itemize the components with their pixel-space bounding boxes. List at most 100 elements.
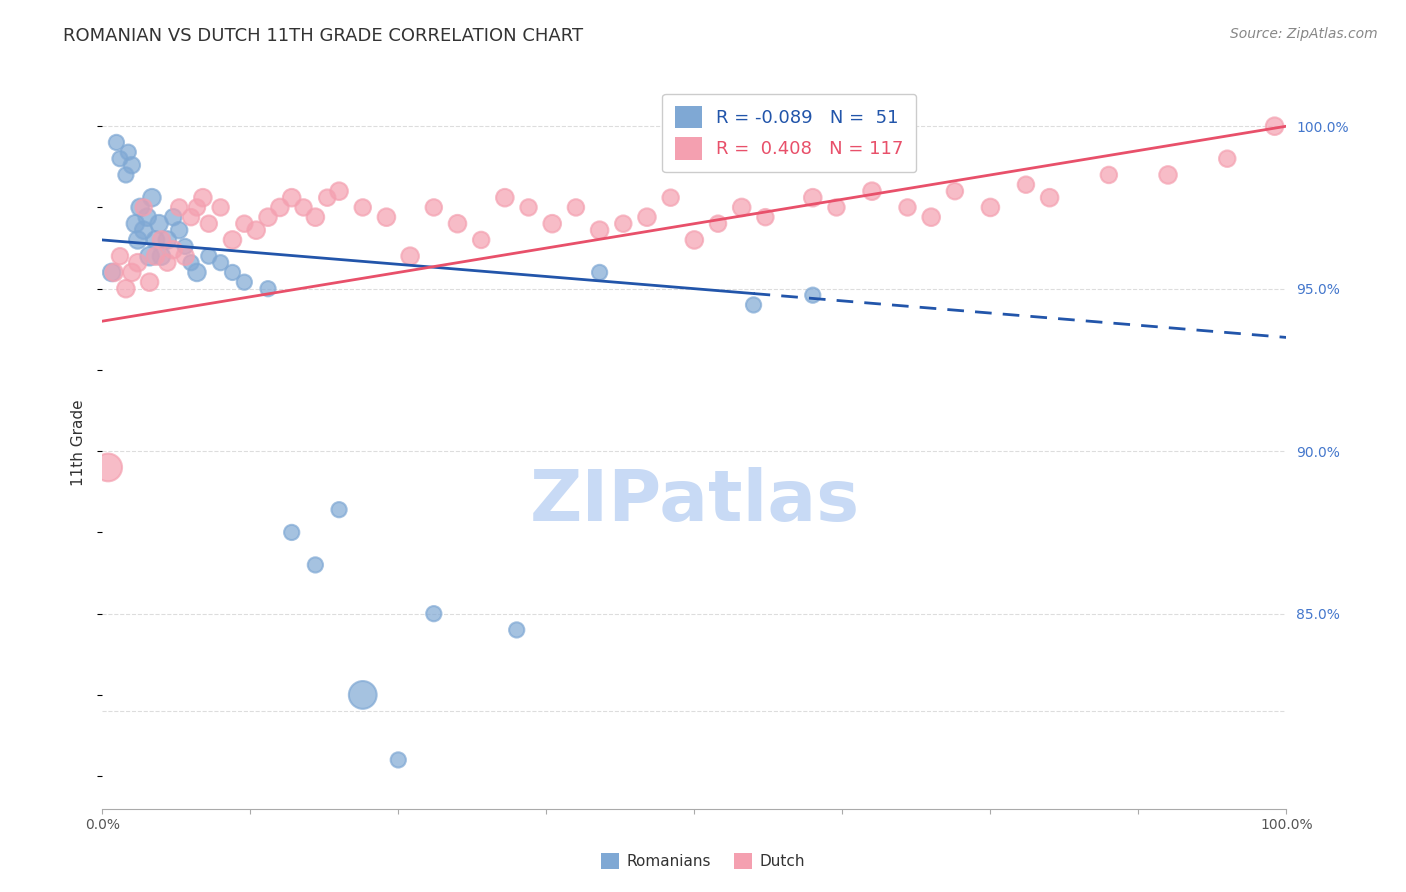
Point: [105, 136, 128, 150]
Point: [943, 184, 966, 198]
Point: [138, 249, 160, 263]
Point: [100, 265, 122, 279]
Point: [138, 275, 160, 289]
Point: [269, 201, 291, 215]
Point: [233, 275, 256, 289]
Point: [121, 265, 143, 279]
Point: [423, 607, 446, 621]
Point: [186, 201, 208, 215]
Point: [387, 753, 409, 767]
Point: [132, 223, 155, 237]
Point: [167, 201, 190, 215]
Point: [328, 502, 350, 516]
Point: [233, 217, 256, 231]
Text: ZIPatlas: ZIPatlas: [529, 467, 859, 536]
Point: [245, 223, 267, 237]
Point: [742, 298, 765, 312]
Point: [257, 210, 280, 224]
Point: [1015, 178, 1038, 192]
Point: [198, 217, 221, 231]
Point: [257, 282, 280, 296]
Point: [541, 217, 564, 231]
Point: [446, 217, 468, 231]
Point: [565, 201, 588, 215]
Point: [636, 210, 658, 224]
Point: [1216, 152, 1239, 166]
Point: [280, 191, 302, 205]
Text: Source: ZipAtlas.com: Source: ZipAtlas.com: [1230, 27, 1378, 41]
Y-axis label: 11th Grade: 11th Grade: [72, 400, 86, 486]
Point: [221, 233, 243, 247]
Point: [423, 201, 446, 215]
Point: [979, 201, 1001, 215]
Point: [659, 191, 682, 205]
Point: [132, 201, 155, 215]
Text: ROMANIAN VS DUTCH 11TH GRADE CORRELATION CHART: ROMANIAN VS DUTCH 11TH GRADE CORRELATION…: [63, 27, 583, 45]
Point: [825, 201, 848, 215]
Point: [145, 233, 167, 247]
Point: [117, 145, 139, 160]
Point: [108, 249, 131, 263]
Point: [1264, 119, 1286, 133]
Point: [108, 152, 131, 166]
Point: [707, 217, 730, 231]
Point: [127, 255, 149, 269]
Point: [399, 249, 422, 263]
Point: [121, 158, 143, 172]
Point: [470, 233, 492, 247]
Point: [754, 210, 776, 224]
Point: [896, 201, 918, 215]
Point: [731, 201, 754, 215]
Point: [612, 217, 634, 231]
Point: [129, 201, 152, 215]
Point: [186, 265, 208, 279]
Point: [150, 249, 173, 263]
Point: [375, 210, 398, 224]
Point: [174, 239, 197, 253]
Point: [136, 210, 159, 224]
Point: [1039, 191, 1062, 205]
Point: [352, 201, 374, 215]
Point: [180, 255, 202, 269]
Point: [494, 191, 516, 205]
Point: [588, 265, 610, 279]
Point: [316, 191, 339, 205]
Point: [801, 191, 824, 205]
Point: [505, 623, 527, 637]
Point: [148, 217, 170, 231]
Point: [517, 201, 540, 215]
Point: [103, 265, 125, 279]
Point: [221, 265, 243, 279]
Point: [97, 460, 120, 475]
Point: [156, 233, 179, 247]
Point: [180, 210, 202, 224]
Point: [191, 191, 214, 205]
Point: [156, 255, 179, 269]
Point: [292, 201, 315, 215]
Point: [198, 249, 221, 263]
Point: [683, 233, 706, 247]
Point: [588, 223, 610, 237]
Point: [115, 282, 138, 296]
Point: [860, 184, 883, 198]
Point: [209, 255, 232, 269]
Point: [174, 249, 197, 263]
Point: [124, 217, 146, 231]
Point: [127, 233, 149, 247]
Point: [167, 223, 190, 237]
Point: [209, 201, 232, 215]
Point: [920, 210, 942, 224]
Point: [145, 249, 167, 263]
Point: [304, 558, 326, 572]
Point: [328, 184, 350, 198]
Legend: Romanians, Dutch: Romanians, Dutch: [595, 847, 811, 875]
Point: [141, 191, 163, 205]
Point: [304, 210, 326, 224]
Point: [162, 210, 184, 224]
Point: [280, 525, 302, 540]
Legend: R = -0.089   N =  51, R =  0.408   N = 117: R = -0.089 N = 51, R = 0.408 N = 117: [662, 94, 917, 172]
Point: [352, 688, 374, 702]
Point: [1157, 168, 1180, 182]
Point: [162, 243, 184, 257]
Point: [115, 168, 138, 182]
